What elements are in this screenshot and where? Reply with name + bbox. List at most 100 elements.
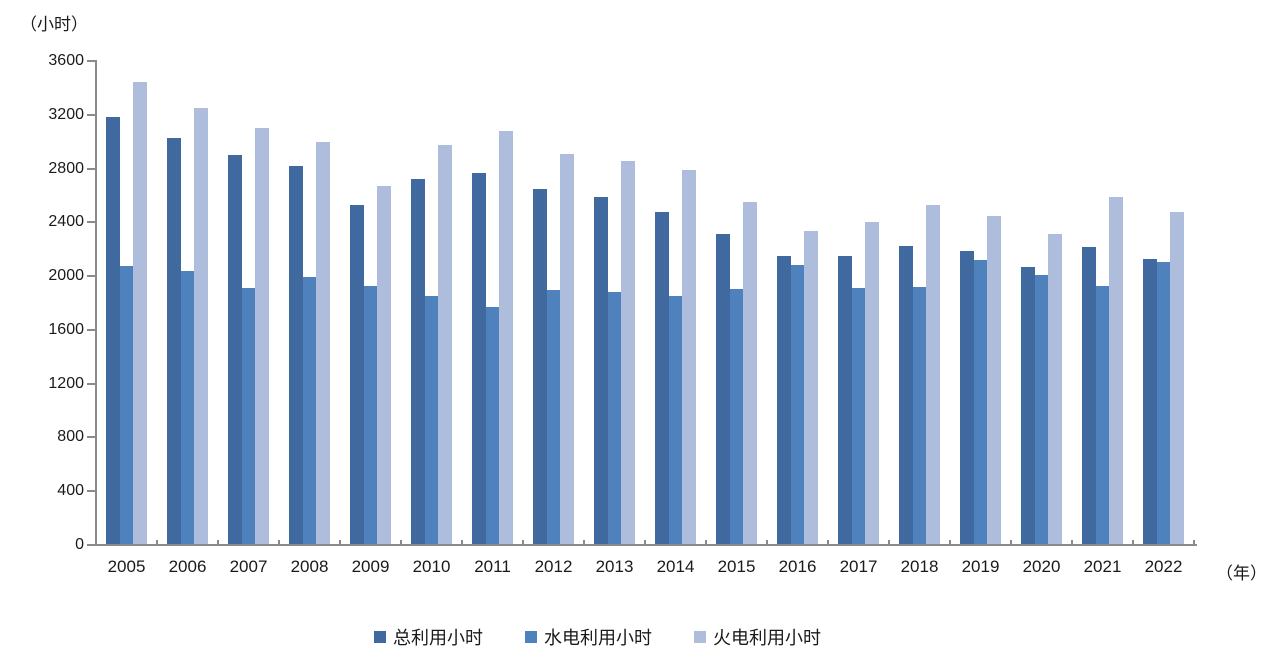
x-axis-boundary-tick [95, 540, 97, 544]
bar-总利用小时-2019 [960, 250, 974, 545]
bar-水电利用小时-2016 [790, 264, 805, 545]
bar-总利用小时-2017 [838, 255, 852, 545]
bar-火电利用小时-2014 [682, 169, 696, 545]
bar-火电利用小时-2008 [316, 141, 330, 545]
bar-水电利用小时-2009 [363, 285, 378, 545]
x-label-2021: 2021 [1083, 557, 1122, 576]
bar-水电利用小时-2014 [668, 296, 683, 545]
x-label-2008: 2008 [290, 557, 329, 576]
bar-总利用小时-2018 [899, 245, 913, 545]
x-axis-boundary-tick [583, 540, 585, 544]
x-axis-boundary-tick [400, 540, 402, 544]
x-label-2014: 2014 [656, 557, 695, 576]
x-axis-boundary-tick [827, 540, 829, 544]
bar-火电利用小时-2006 [194, 108, 208, 545]
bar-火电利用小时-2011 [499, 130, 513, 545]
bar-group-2005 [96, 61, 157, 545]
x-axis-boundary-tick [522, 540, 524, 544]
bar-火电利用小时-2015 [743, 202, 757, 545]
bar-水电利用小时-2017 [851, 288, 866, 545]
y-tick-mark-800 [87, 436, 95, 439]
bar-group-2013 [584, 61, 645, 545]
y-axis-tick-labels: 0 400 800 1200 1600 2000 2400 2800 3200 3600 [0, 52, 84, 553]
bar-总利用小时-2015 [716, 234, 730, 545]
bar-火电利用小时-2020 [1048, 234, 1062, 545]
plot-area [96, 61, 1194, 545]
x-axis-boundary-tick [888, 540, 890, 544]
bar-总利用小时-2011 [472, 172, 486, 545]
x-label-2017: 2017 [839, 557, 878, 576]
x-label-2013: 2013 [595, 557, 634, 576]
bar-火电利用小时-2021 [1109, 196, 1123, 545]
bar-火电利用小时-2012 [560, 153, 574, 545]
bar-总利用小时-2020 [1021, 266, 1035, 545]
bar-group-2017 [828, 61, 889, 545]
x-axis-boundary-tick [339, 540, 341, 544]
bar-group-2016 [767, 61, 828, 545]
bar-总利用小时-2009 [350, 204, 364, 545]
x-axis-line [95, 544, 1197, 546]
y-axis-line [95, 60, 97, 546]
bar-火电利用小时-2017 [865, 222, 879, 545]
bar-group-2009 [340, 61, 401, 545]
x-label-2009: 2009 [351, 557, 390, 576]
bar-总利用小时-2005 [106, 116, 120, 545]
legend-label-总利用小时: 总利用小时 [393, 628, 483, 648]
legend-item-火电利用小时: 火电利用小时 [694, 624, 821, 650]
legend-item-总利用小时: 总利用小时 [374, 624, 483, 650]
x-label-2019: 2019 [961, 557, 1000, 576]
bar-总利用小时-2008 [289, 165, 303, 545]
legend-swatch-水电利用小时 [525, 631, 537, 643]
bar-group-2020 [1011, 61, 1072, 545]
bar-水电利用小时-2013 [607, 291, 622, 545]
bar-总利用小时-2006 [167, 137, 181, 545]
x-label-2020: 2020 [1022, 557, 1061, 576]
x-label-2010: 2010 [412, 557, 451, 576]
bar-水电利用小时-2015 [729, 288, 744, 545]
x-axis-boundary-tick [217, 540, 219, 544]
x-axis-boundary-tick [766, 540, 768, 544]
y-tick-label-2800: 2800 [48, 159, 84, 177]
bar-group-2012 [523, 61, 584, 545]
y-tick-mark-2800 [87, 167, 95, 170]
bar-总利用小时-2013 [594, 196, 608, 545]
x-label-2022: 2022 [1144, 557, 1183, 576]
bar-火电利用小时-2010 [438, 145, 452, 545]
bar-水电利用小时-2021 [1095, 286, 1110, 545]
x-label-2007: 2007 [229, 557, 268, 576]
bar-水电利用小时-2010 [424, 296, 439, 545]
bar-水电利用小时-2007 [241, 288, 256, 545]
bar-火电利用小时-2009 [377, 186, 391, 545]
bar-group-2014 [645, 61, 706, 545]
x-axis-boundary-tick [644, 540, 646, 544]
y-axis-unit-label: （小时） [20, 15, 88, 34]
bar-水电利用小时-2005 [119, 266, 134, 545]
y-tick-mark-1200 [87, 382, 95, 385]
y-tick-mark-2400 [87, 221, 95, 224]
x-axis-boundary-tick [1193, 540, 1195, 544]
y-tick-mark-2000 [87, 275, 95, 278]
x-axis-boundary-tick [1132, 540, 1134, 544]
x-axis-unit-label: （年） [1216, 564, 1267, 583]
bar-水电利用小时-2011 [485, 307, 500, 545]
bar-水电利用小时-2006 [180, 271, 195, 545]
bar-总利用小时-2014 [655, 211, 669, 545]
bar-火电利用小时-2013 [621, 160, 635, 545]
x-label-2006: 2006 [168, 557, 207, 576]
x-axis-category-labels: 2005 2006 2007 2008 2009 2010 2011 2012 2013 2014… [96, 557, 1194, 577]
bar-group-2021 [1072, 61, 1133, 545]
x-axis-boundary-tick [278, 540, 280, 544]
x-label-2005: 2005 [107, 557, 146, 576]
bar-group-2007 [218, 61, 279, 545]
bar-水电利用小时-2008 [302, 277, 317, 545]
bar-总利用小时-2012 [533, 188, 547, 545]
y-tick-label-3600: 3600 [48, 52, 84, 69]
x-label-2011: 2011 [474, 557, 511, 576]
bar-火电利用小时-2019 [987, 215, 1001, 545]
y-tick-label-400: 400 [57, 482, 84, 500]
x-label-2016: 2016 [778, 557, 817, 576]
bar-总利用小时-2010 [411, 178, 425, 545]
bar-group-2018 [889, 61, 950, 545]
x-axis-boundary-tick [461, 540, 463, 544]
y-tick-label-3200: 3200 [48, 105, 84, 123]
